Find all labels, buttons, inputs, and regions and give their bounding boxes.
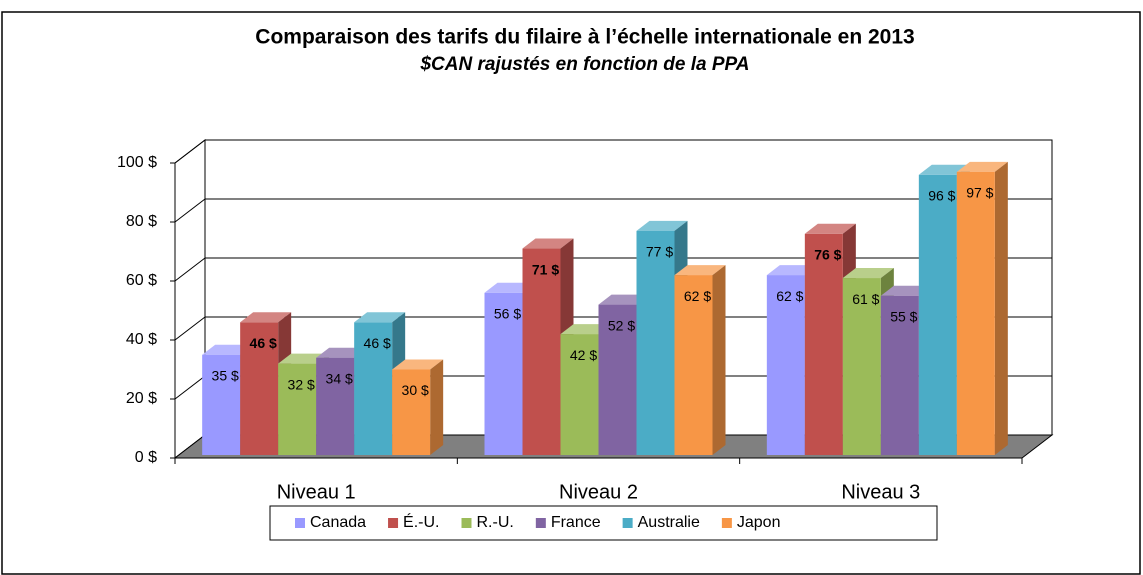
legend-label: É.-U. <box>403 512 439 531</box>
y-tick-label: 60 $ <box>126 272 157 289</box>
value-label: 76 $ <box>814 247 841 263</box>
bar-top <box>636 220 688 231</box>
value-label: 30 $ <box>402 382 429 398</box>
value-label: 55 $ <box>890 308 917 324</box>
legend-label: Canada <box>310 514 366 531</box>
bar-top <box>354 312 406 323</box>
bar-top <box>804 223 856 234</box>
bar <box>766 275 805 455</box>
bar <box>956 171 995 455</box>
legend-swatch <box>622 518 633 528</box>
legend-label: France <box>551 514 601 531</box>
legend-label: Australie <box>638 514 700 531</box>
legend-swatch <box>295 518 305 528</box>
bar <box>522 248 561 455</box>
bar-top <box>392 359 444 370</box>
bar-top <box>956 161 1008 172</box>
y-tick-label: 100 $ <box>117 154 157 171</box>
value-label: 52 $ <box>608 317 635 333</box>
value-label: 96 $ <box>928 188 955 204</box>
bar-top <box>842 268 894 279</box>
value-label: 71 $ <box>532 261 559 277</box>
bar-top <box>674 265 726 276</box>
bar <box>880 295 919 455</box>
grid-line-side <box>174 139 206 164</box>
x-tick-label: Niveau 3 <box>841 481 920 503</box>
legend-label: Japon <box>737 514 781 531</box>
x-tick-label: Niveau 2 <box>559 481 638 503</box>
bar <box>636 230 675 455</box>
bar <box>240 322 279 455</box>
grid-line-side <box>174 316 206 341</box>
bar <box>842 278 881 455</box>
legend-swatch <box>535 518 546 528</box>
y-tick-label: 20 $ <box>126 390 157 407</box>
bar <box>484 292 523 455</box>
legend <box>269 505 938 541</box>
value-label: 61 $ <box>852 291 879 307</box>
chart-subtitle: $CAN rajustés en fonction de la PPA <box>419 54 749 75</box>
side-wall <box>174 138 206 460</box>
y-tick-label: 40 $ <box>126 331 157 348</box>
grid-line-side <box>174 257 206 282</box>
bar <box>316 357 355 455</box>
value-label: 97 $ <box>966 185 993 201</box>
bar-top <box>240 312 292 323</box>
chart-title: Comparaison des tarifs du filaire à l’éc… <box>255 26 914 49</box>
bar <box>598 304 637 455</box>
grid-line-side <box>174 198 206 223</box>
bar <box>674 275 713 455</box>
value-label: 46 $ <box>250 335 277 351</box>
x-tick-label: Niveau 1 <box>277 481 356 503</box>
bar-side <box>712 265 726 455</box>
value-label: 62 $ <box>684 288 711 304</box>
value-label: 32 $ <box>288 376 315 392</box>
bar <box>354 322 393 455</box>
bar-top <box>522 238 574 249</box>
legend-swatch <box>721 518 732 528</box>
y-tick-label: 80 $ <box>126 213 157 230</box>
bar <box>918 174 957 456</box>
legend-swatch <box>461 518 472 528</box>
value-label: 77 $ <box>646 244 673 260</box>
grid-line-side <box>174 375 206 400</box>
y-tick-label: 0 $ <box>135 449 157 466</box>
value-label: 35 $ <box>212 367 239 383</box>
bar <box>202 354 241 455</box>
bar-side <box>994 161 1008 455</box>
value-label: 62 $ <box>776 288 803 304</box>
value-label: 42 $ <box>570 347 597 363</box>
bar-side <box>430 359 444 455</box>
bar <box>392 369 431 455</box>
value-label: 46 $ <box>364 335 391 351</box>
value-label: 34 $ <box>326 370 353 386</box>
bar <box>804 233 843 455</box>
legend-label: R.-U. <box>477 514 514 531</box>
bar <box>278 363 317 455</box>
legend-swatch <box>388 518 399 528</box>
bar <box>560 334 599 455</box>
value-label: 56 $ <box>494 306 521 322</box>
